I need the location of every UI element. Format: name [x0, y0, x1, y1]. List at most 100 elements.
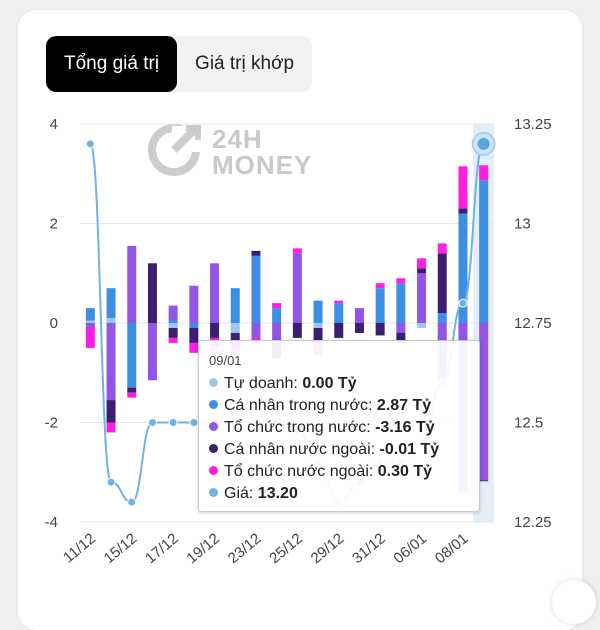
bar — [189, 327, 199, 343]
bar — [85, 308, 95, 321]
bar — [313, 300, 323, 323]
bar — [292, 248, 302, 254]
bar — [479, 165, 489, 181]
bar — [106, 323, 116, 401]
price-point — [106, 477, 116, 487]
bar — [189, 342, 199, 353]
bar — [313, 323, 323, 328]
bar — [147, 323, 157, 381]
bar — [251, 323, 261, 338]
x-tick-label: 08/01 — [432, 530, 472, 567]
bar — [210, 263, 220, 323]
x-tick-label: 11/12 — [60, 530, 99, 566]
tooltip-label: Tự doanh: — [224, 375, 298, 392]
bar — [334, 323, 344, 338]
chart-tooltip: 09/01 Tự doanh: 0.00 Tỷ Cá nhân trong nư… — [198, 340, 480, 512]
x-tick-label: 17/12 — [142, 530, 182, 567]
bar — [251, 255, 261, 323]
y-tick-label: 2 — [50, 216, 58, 233]
price-point — [477, 137, 490, 150]
bar — [127, 245, 137, 323]
bar — [272, 323, 282, 343]
legend-dot-icon — [209, 488, 218, 498]
chart-svg: 4 13.25 2 13 0 12.75 -2 12.5 -4 12.25 11/12 15/12 17… — [45, 116, 552, 567]
bar — [334, 300, 344, 304]
bar — [479, 180, 489, 323]
tooltip-label: Tổ chức trong nước: — [224, 419, 371, 436]
tab-gia-tri-khop[interactable]: Giá trị khớp — [195, 53, 295, 74]
bar — [168, 305, 178, 321]
bar — [437, 313, 447, 323]
price-point — [85, 139, 95, 149]
x-tick-label: 25/12 — [266, 530, 306, 567]
watermark-logo-icon — [148, 124, 202, 176]
bar — [251, 250, 261, 256]
price-point — [147, 418, 157, 427]
tooltip-value: 2.87 Tỷ — [376, 397, 432, 414]
bar — [458, 208, 468, 214]
y-tick-label: -2 — [45, 415, 58, 432]
x-tick-label: 31/12 — [349, 530, 389, 567]
tooltip-value: -0.01 Tỷ — [379, 441, 440, 458]
bar — [85, 320, 95, 323]
bar — [292, 253, 302, 323]
price-point — [189, 418, 199, 427]
price-point — [127, 497, 137, 507]
legend-dot-icon — [209, 400, 218, 410]
bar — [85, 323, 95, 328]
bar — [354, 308, 364, 323]
bar — [106, 318, 116, 323]
bar — [417, 273, 427, 323]
bar — [417, 323, 427, 328]
y2-tick-label: 13 — [514, 216, 531, 233]
tooltip-value: 0.30 Tỷ — [377, 463, 433, 480]
tooltip-row-tu-doanh: Tự doanh: 0.00 Tỷ — [209, 374, 357, 394]
tooltip-label: Tổ chức nước ngoài: — [224, 463, 374, 480]
tooltip-row-ca-nhan-trong-nuoc: Cá nhân trong nước: 2.87 Tỷ — [209, 396, 431, 416]
tooltip-label: Cá nhân nước ngoài: — [224, 441, 376, 458]
bar — [437, 253, 447, 314]
bar — [127, 387, 137, 393]
bar — [437, 243, 447, 254]
bar — [458, 166, 468, 209]
bar — [458, 213, 468, 323]
tab-tong-gia-tri[interactable]: Tổng giá trị — [46, 36, 178, 92]
bar — [147, 263, 157, 323]
legend-dot-icon — [209, 378, 218, 388]
x-tick-label: 23/12 — [225, 530, 265, 567]
bar — [375, 323, 385, 336]
bar — [230, 332, 240, 346]
tooltip-value: 13.20 — [257, 485, 298, 502]
bar — [189, 323, 199, 328]
watermark-logo: 24H MONEY — [146, 122, 326, 182]
bar — [127, 392, 137, 398]
bar — [85, 327, 95, 348]
bar — [210, 323, 220, 338]
bar — [313, 327, 323, 343]
bar — [106, 400, 116, 423]
bar — [272, 303, 282, 309]
price-point — [168, 418, 178, 427]
tooltip-row-gia: Giá: 13.20 — [209, 484, 298, 504]
y2-tick-label: 12.5 — [514, 415, 543, 432]
floating-action-button[interactable] — [552, 580, 596, 624]
tooltip-label: Giá: — [224, 485, 254, 502]
bar — [396, 283, 406, 323]
bar — [230, 323, 240, 333]
bar — [334, 303, 344, 323]
watermark-logo-line1: 24H — [212, 124, 263, 154]
bar — [292, 323, 302, 338]
bar — [375, 288, 385, 323]
legend-dot-icon — [209, 422, 218, 432]
legend-dot-icon — [209, 466, 218, 476]
bar — [127, 323, 137, 388]
bar — [168, 323, 178, 328]
tooltip-row-ca-nhan-nuoc-ngoai: Cá nhân nước ngoài: -0.01 Tỷ — [209, 440, 439, 460]
bar — [417, 268, 427, 274]
tooltip-value: 0.00 Tỷ — [302, 375, 357, 392]
x-tick-label: 29/12 — [308, 530, 348, 567]
bar — [189, 285, 199, 323]
bar — [479, 480, 489, 482]
bar — [417, 258, 427, 269]
bar — [230, 288, 240, 323]
